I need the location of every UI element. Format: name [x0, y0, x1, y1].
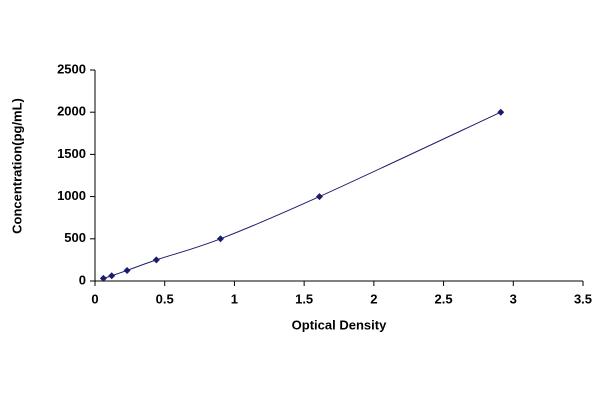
x-tick-label: 2	[370, 291, 377, 306]
x-tick-label: 1	[231, 291, 238, 306]
x-tick-label: 3	[510, 291, 517, 306]
data-point	[123, 266, 131, 274]
x-tick-label: 0	[91, 291, 98, 306]
data-point	[216, 235, 224, 243]
y-tick-label: 2500	[57, 61, 86, 76]
y-tick-label: 1500	[57, 146, 86, 161]
y-tick-label: 500	[64, 230, 86, 245]
x-tick-label: 3.5	[574, 291, 592, 306]
x-axis-label: Optical Density	[292, 317, 387, 332]
data-point	[152, 256, 160, 264]
y-tick-label: 0	[79, 272, 86, 287]
y-tick-label: 1000	[57, 188, 86, 203]
y-axis-label: Concentration(pg/mL)	[9, 98, 24, 234]
data-point	[108, 272, 116, 280]
x-tick-label: 2.5	[435, 291, 453, 306]
x-tick-label: 1.5	[295, 291, 313, 306]
data-point	[497, 108, 505, 116]
data-point	[315, 193, 323, 201]
data-point	[99, 274, 107, 282]
x-tick-label: 0.5	[156, 291, 174, 306]
fit-curve	[103, 111, 501, 279]
y-tick-label: 2000	[57, 104, 86, 119]
